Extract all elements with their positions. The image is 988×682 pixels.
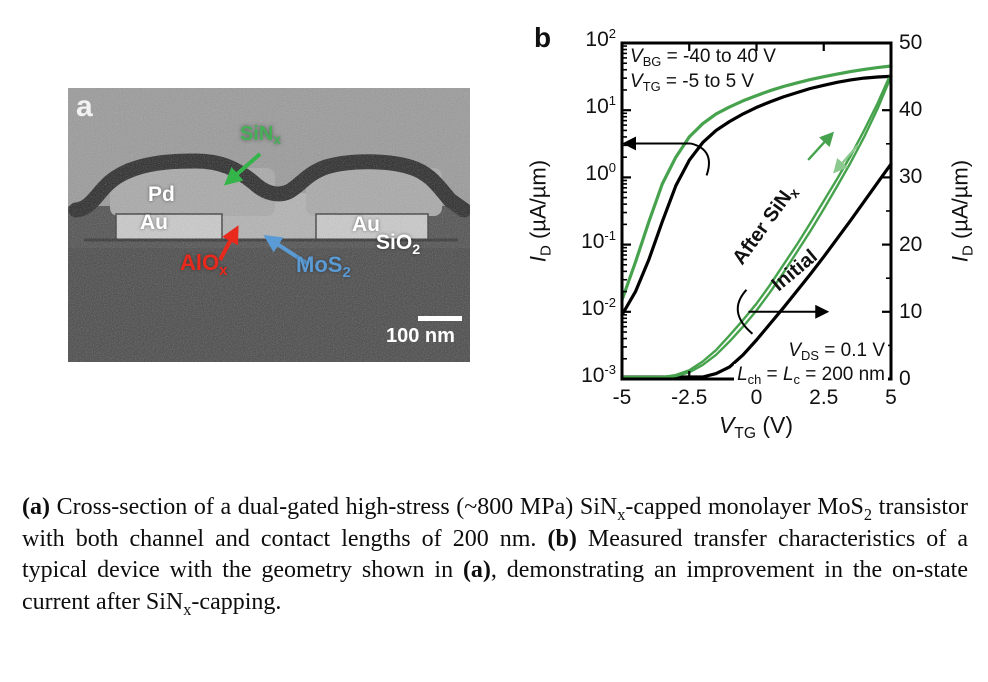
tem-image-panel: a SiNx Pd Au Au SiO2 AlOx MoS2 100 nm — [68, 88, 472, 362]
sweep-direction-arrow — [833, 144, 859, 174]
scale-bar-label: 100 nm — [386, 325, 455, 347]
x-axis-title: VTG (V) — [718, 412, 794, 442]
right-tick-label: 10 — [899, 299, 923, 323]
right-axis-title: ID (µA/µm) — [947, 159, 977, 263]
transfer-chart-panel: b VBG = -40 to 40 V VTG = -5 to 5 V VDS … — [522, 18, 988, 450]
right-tick-label: 50 — [899, 31, 923, 54]
left-pointer-hook — [690, 142, 710, 176]
right-tick-label: 0 — [899, 367, 911, 390]
sio2-label: SiO2 — [376, 231, 421, 258]
panel-b-label: b — [534, 22, 552, 53]
left-tick-label: 10-2 — [581, 294, 616, 320]
mos2-arrow — [263, 235, 310, 266]
x-tick-label: -2.5 — [671, 386, 708, 409]
au-left-label: Au — [140, 211, 168, 234]
tem-image — [68, 88, 472, 362]
x-tick-label: 0 — [750, 386, 763, 409]
sin-label: SiNx — [240, 123, 281, 148]
left-axis-title: ID (µA/µm) — [525, 159, 555, 263]
right-pointer-hook — [736, 289, 754, 335]
x-tick-label: 2.5 — [809, 386, 839, 409]
pd-label: Pd — [148, 183, 175, 206]
left-tick-label: 10-3 — [581, 362, 616, 387]
sweep-direction-arrow — [807, 131, 835, 161]
series-curve — [620, 74, 893, 317]
sin-arrow — [223, 152, 262, 186]
right-tick-label: 40 — [899, 98, 923, 122]
lch-annotation: Lch = Lc = 200 nm — [734, 364, 888, 386]
left-tick-label: 100 — [585, 160, 616, 186]
tem-noise-overlay — [68, 88, 470, 362]
series-curve — [620, 75, 893, 379]
left-tick-label: 102 — [585, 26, 616, 51]
left-tick-label: 101 — [585, 93, 616, 119]
figure-caption: (a) Cross-section of a dual-gated high-s… — [22, 494, 969, 619]
alox-label: AlOx — [180, 250, 228, 279]
vbg-annotation: VBG = -40 to 40 V — [630, 46, 776, 70]
x-tick-label: -5 — [612, 386, 632, 409]
right-tick-label: 30 — [899, 165, 923, 189]
series-curve — [620, 64, 893, 302]
au-right-label: Au — [352, 213, 380, 236]
vds-annotation: VDS = 0.1 V — [785, 340, 888, 362]
panel-a-label: a — [76, 90, 93, 123]
vtg-annotation: VTG = -5 to 5 V — [630, 71, 755, 95]
mos2-label: MoS2 — [296, 252, 351, 281]
right-tick-label: 20 — [899, 232, 923, 256]
left-tick-label: 10-1 — [581, 227, 616, 253]
x-tick-label: 5 — [885, 386, 897, 409]
alox-arrow — [218, 225, 239, 261]
scale-bar — [418, 316, 462, 321]
series-curve — [620, 162, 893, 379]
plot-frame — [620, 41, 893, 381]
